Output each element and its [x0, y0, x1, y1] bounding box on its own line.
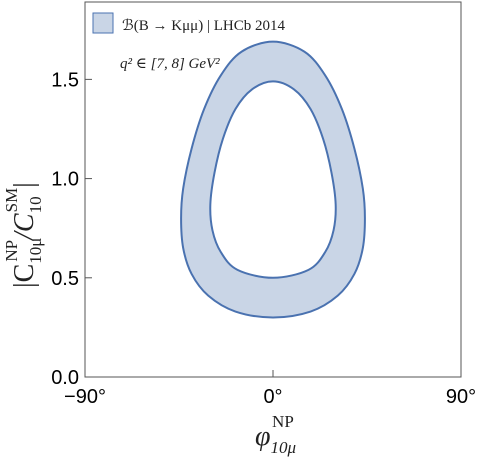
- y-tick-label: 1.5: [51, 69, 79, 91]
- x-axis-label: φ10μ NP: [255, 412, 296, 457]
- legend-label: ℬ(B → Kμμ) | LHCb 2014: [122, 18, 285, 34]
- y-tick-label: 0.0: [51, 367, 79, 389]
- y-label-part: /C: [9, 213, 40, 242]
- legend-swatch: [92, 12, 114, 34]
- x-label-sub: 10μ: [271, 438, 297, 457]
- y-tick-label: 0.5: [51, 268, 79, 290]
- y-tick-label: 1.0: [51, 169, 79, 191]
- y-axis-label: |C10μ NP/C10 SM|: [2, 182, 45, 288]
- x-label-base: φ: [255, 421, 271, 452]
- y-label-sup: SM: [2, 188, 21, 213]
- y-label-sub: 10μ: [26, 238, 45, 264]
- y-label-part: |: [9, 182, 40, 188]
- y-label-part: |C: [9, 264, 40, 288]
- y-label-sub: 10: [26, 196, 45, 213]
- region-inner: [209, 80, 337, 279]
- x-label-sup: NP: [272, 412, 294, 431]
- annotation: q² ∈ [7, 8] GeV²: [120, 56, 220, 72]
- y-label-sup: NP: [2, 240, 21, 262]
- x-tick-label: −90°: [64, 386, 106, 408]
- x-tick-label: 0°: [263, 386, 282, 408]
- x-tick-label: 90°: [446, 386, 476, 408]
